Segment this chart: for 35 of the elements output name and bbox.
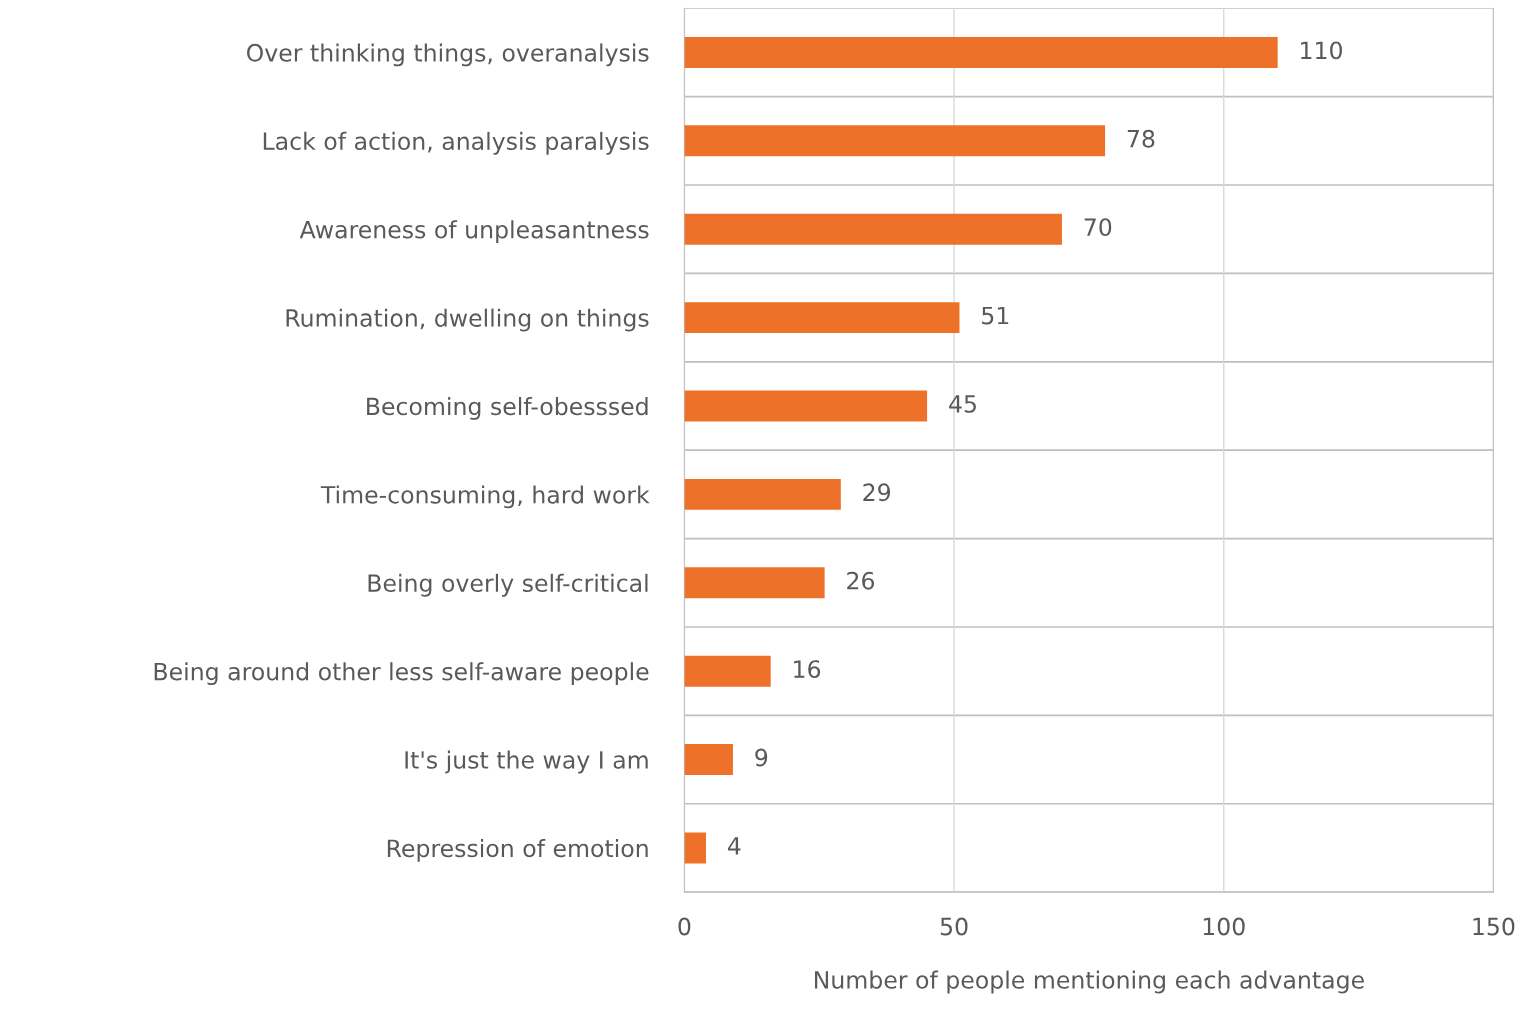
- data-label: 4: [727, 837, 741, 855]
- data-label: 45: [949, 395, 976, 413]
- x-tick-label: 100: [1203, 917, 1245, 936]
- data-label: 26: [847, 571, 875, 590]
- bar: [684, 832, 706, 864]
- bar: [684, 655, 771, 687]
- data-label: 110: [1301, 41, 1342, 60]
- bar: [684, 302, 960, 334]
- data-label: 9: [755, 748, 768, 767]
- bar: [684, 478, 841, 510]
- x-tick-label: 50: [940, 917, 968, 936]
- data-label: 78: [1127, 129, 1155, 148]
- bar: [684, 125, 1106, 157]
- y-tick-label: It's just the way I am: [405, 750, 648, 774]
- data-label: 70: [1084, 218, 1112, 237]
- data-label: 29: [863, 483, 891, 502]
- bar: [684, 567, 825, 599]
- x-tick-label: 0: [678, 917, 691, 936]
- x-tick-label: 150: [1473, 917, 1515, 936]
- bar: [684, 213, 1062, 245]
- y-tick-label: Becoming self-obesssed: [367, 397, 648, 420]
- bar: [684, 390, 928, 422]
- y-tick-label: Being around other less self-aware people: [154, 662, 649, 686]
- x-axis-title: Number of people mentioning each advantage: [814, 970, 1364, 994]
- bar: [684, 744, 733, 776]
- data-label: 51: [982, 306, 1009, 325]
- y-tick-label: Repression of emotion: [387, 838, 648, 862]
- y-tick-label: Awareness of unpleasantness: [299, 220, 649, 244]
- y-tick-label: Being overly self-critical: [368, 573, 648, 597]
- y-tick-label: Time-consuming, hard work: [320, 485, 650, 509]
- data-label: 16: [794, 660, 821, 679]
- y-tick-label: Rumination, dwelling on things: [286, 308, 649, 332]
- y-tick-label: Lack of action, analysis paralysis: [263, 131, 649, 155]
- y-tick-label: Over thinking things, overanalysis: [246, 43, 649, 67]
- bar: [684, 36, 1278, 68]
